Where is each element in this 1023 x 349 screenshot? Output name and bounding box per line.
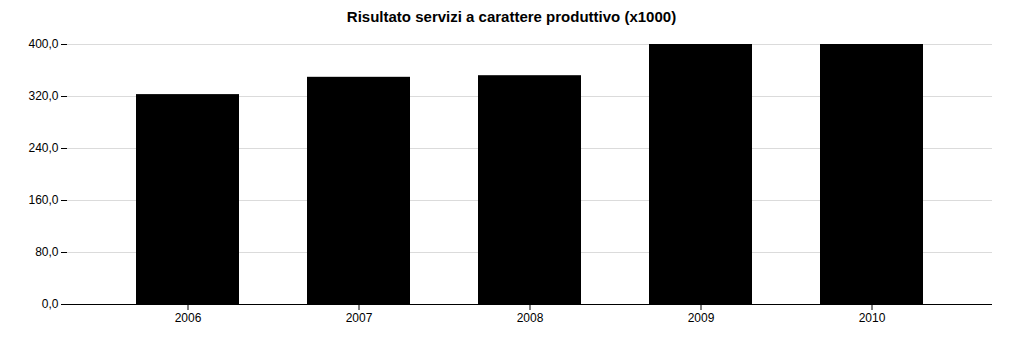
svg-text:240,0: 240,0 (28, 141, 58, 155)
svg-text:2007: 2007 (345, 311, 372, 325)
html-text:Risultato servizi a carattere: Risultato servizi a carattere produttivo… (346, 8, 677, 25)
svg-text:160,0: 160,0 (28, 193, 58, 207)
svg-text:2006: 2006 (174, 311, 201, 325)
svg-text:320,0: 320,0 (28, 89, 58, 103)
svg-text:2009: 2009 (687, 311, 714, 325)
svg-text:2010: 2010 (858, 311, 885, 325)
svg-text:400,0: 400,0 (28, 37, 58, 51)
svg-text:2008: 2008 (516, 311, 543, 325)
svg-text:0,0: 0,0 (41, 297, 58, 311)
svg-text:80,0: 80,0 (35, 245, 59, 259)
